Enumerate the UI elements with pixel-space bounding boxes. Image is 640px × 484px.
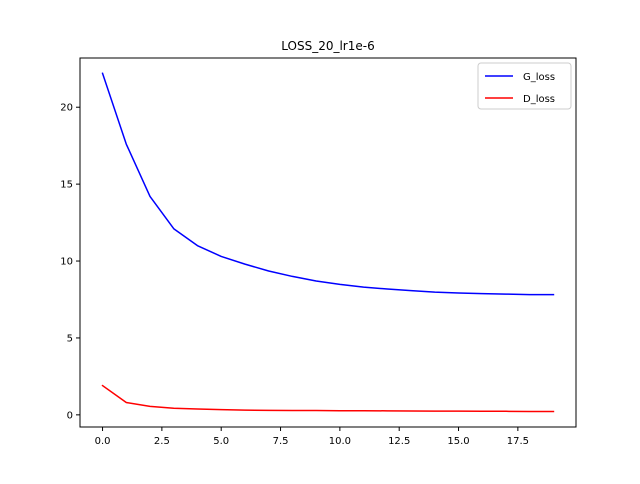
x-tick-label: 2.5 (154, 436, 170, 447)
x-tick-label: 7.5 (273, 436, 289, 447)
x-tick-label: 5.0 (213, 436, 229, 447)
y-tick-label: 20 (60, 103, 73, 114)
legend-label: G_loss (523, 72, 555, 83)
legend: G_loss D_loss (477, 62, 572, 110)
x-tick-label: 0.0 (95, 436, 111, 447)
y-tick-label: 5 (67, 333, 73, 344)
x-axis: 0.0 2.5 5.0 7.5 10.0 12.5 15.0 17.5 (95, 427, 529, 447)
legend-label: D_loss (523, 94, 555, 105)
x-tick-label: 12.5 (388, 436, 410, 447)
y-tick-label: 0 (67, 410, 73, 421)
plot-series-group (101, 72, 555, 413)
series-line-d-loss (101, 384, 555, 413)
axes-frame (79, 57, 577, 428)
x-tick-label: 17.5 (507, 436, 529, 447)
y-axis: 0 5 10 15 20 (60, 103, 80, 421)
series-line-g-loss (101, 72, 555, 296)
y-tick-label: 15 (60, 180, 73, 191)
y-tick-label: 10 (60, 257, 73, 268)
x-tick-label: 15.0 (447, 436, 469, 447)
x-tick-label: 10.0 (329, 436, 351, 447)
chart-title: LOSS_20_lr1e-6 (281, 39, 374, 53)
